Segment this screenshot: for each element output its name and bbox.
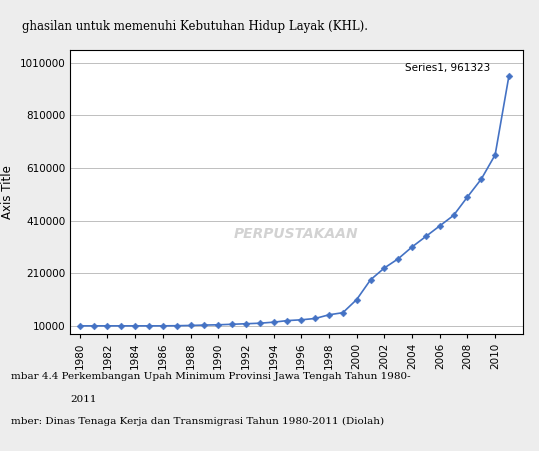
Y-axis label: Axis Title: Axis Title [1, 165, 14, 219]
Text: mbar 4.4 Perkembangan Upah Minimum Provinsi Jawa Tengah Tahun 1980-: mbar 4.4 Perkembangan Upah Minimum Provi… [11, 372, 410, 381]
Text: Series1, 961323: Series1, 961323 [405, 63, 490, 73]
Text: PERPUSTAKAAN: PERPUSTAKAAN [234, 227, 359, 241]
Text: ghasilan untuk memenuhi Kebutuhan Hidup Layak (KHL).: ghasilan untuk memenuhi Kebutuhan Hidup … [22, 20, 368, 33]
Text: 2011: 2011 [70, 395, 96, 404]
Text: mber: Dinas Tenaga Kerja dan Transmigrasi Tahun 1980-2011 (Diolah): mber: Dinas Tenaga Kerja dan Transmigras… [11, 417, 384, 426]
